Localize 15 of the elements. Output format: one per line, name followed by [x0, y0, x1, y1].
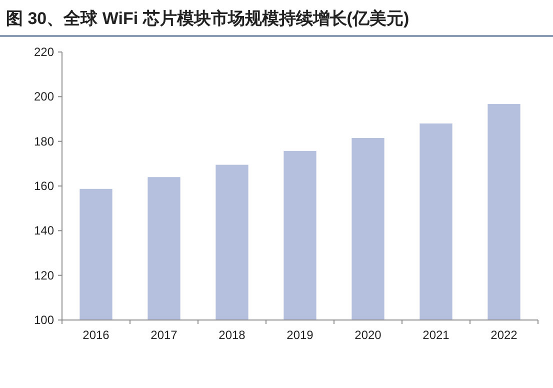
y-tick-label: 180	[34, 134, 54, 148]
y-tick-label: 220	[34, 45, 54, 59]
x-tick-label: 2018	[218, 328, 246, 342]
y-tick-label: 100	[34, 313, 54, 327]
y-tick-label: 200	[34, 90, 54, 104]
x-tick-label: 2020	[354, 328, 382, 342]
y-tick-label: 160	[34, 179, 54, 193]
x-tick-label: 2019	[286, 328, 314, 342]
x-tick-label: 2022	[490, 328, 518, 342]
title: 图 30、全球 WiFi 芯片模块市场规模持续增长(亿美元)	[6, 9, 410, 28]
x-tick-label: 2016	[82, 328, 110, 342]
x-tick-label: 2021	[422, 328, 450, 342]
y-tick-label: 120	[34, 268, 54, 282]
x-tick-label: 2017	[150, 328, 178, 342]
y-tick-label: 140	[34, 224, 54, 238]
